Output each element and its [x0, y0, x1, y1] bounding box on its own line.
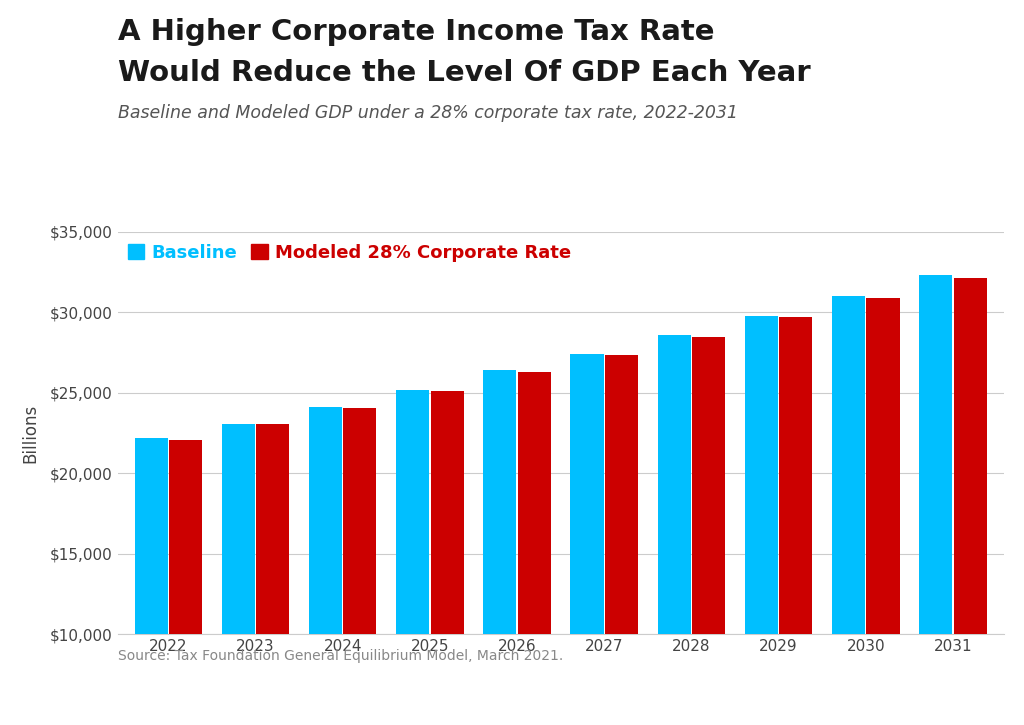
Bar [396, 390, 429, 725]
Y-axis label: Billions: Billions [20, 404, 39, 463]
Legend: Baseline, Modeled 28% Corporate Rate: Baseline, Modeled 28% Corporate Rate [121, 237, 579, 269]
Bar [343, 408, 377, 725]
Text: Baseline and Modeled GDP under a 28% corporate tax rate, 2022-2031: Baseline and Modeled GDP under a 28% cor… [118, 104, 737, 123]
Bar [953, 278, 987, 725]
Bar [779, 318, 812, 725]
Bar [605, 355, 638, 725]
Bar [430, 391, 464, 725]
Bar [866, 298, 899, 725]
Text: Source: Tax Foundation General Equilibrium Model, March 2021.: Source: Tax Foundation General Equilibri… [118, 649, 563, 663]
Bar [256, 424, 290, 725]
Bar [483, 370, 516, 725]
Bar [570, 355, 603, 725]
Bar [222, 423, 255, 725]
Text: Would Reduce the Level Of GDP Each Year: Would Reduce the Level Of GDP Each Year [118, 59, 810, 88]
Bar [657, 335, 691, 725]
Text: A Higher Corporate Income Tax Rate: A Higher Corporate Income Tax Rate [118, 18, 715, 46]
Bar [692, 336, 725, 725]
Bar [920, 276, 952, 725]
Text: TAX FOUNDATION: TAX FOUNDATION [15, 690, 181, 708]
Bar [134, 438, 168, 725]
Bar [518, 372, 551, 725]
Bar [831, 297, 865, 725]
Bar [309, 407, 342, 725]
Bar [744, 315, 778, 725]
Text: @TaxFoundation: @TaxFoundation [855, 690, 1009, 708]
Bar [169, 439, 202, 725]
